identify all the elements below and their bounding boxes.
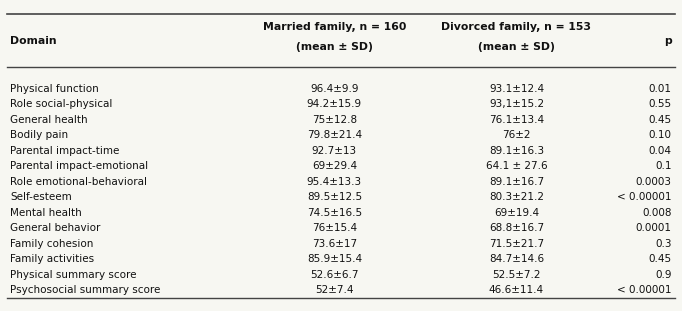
Text: 0.10: 0.10	[649, 130, 672, 140]
Text: 64.1 ± 27.6: 64.1 ± 27.6	[486, 161, 547, 171]
Text: Role social-physical: Role social-physical	[10, 99, 113, 109]
Text: Physical summary score: Physical summary score	[10, 270, 136, 280]
Text: 76±15.4: 76±15.4	[312, 223, 357, 233]
Text: 96.4±9.9: 96.4±9.9	[310, 84, 359, 94]
Text: Parental impact-emotional: Parental impact-emotional	[10, 161, 148, 171]
Text: Domain: Domain	[10, 35, 57, 46]
Text: 94.2±15.9: 94.2±15.9	[307, 99, 362, 109]
Text: 89.1±16.7: 89.1±16.7	[489, 177, 544, 187]
Text: 89.1±16.3: 89.1±16.3	[489, 146, 544, 156]
Text: Divorced family, n = 153: Divorced family, n = 153	[441, 22, 591, 32]
Text: 0.008: 0.008	[642, 208, 672, 218]
Text: Married family, n = 160: Married family, n = 160	[263, 22, 406, 32]
Text: 69±19.4: 69±19.4	[494, 208, 539, 218]
Text: 69±29.4: 69±29.4	[312, 161, 357, 171]
Text: 79.8±21.4: 79.8±21.4	[307, 130, 362, 140]
Text: Role emotional-behavioral: Role emotional-behavioral	[10, 177, 147, 187]
Text: 84.7±14.6: 84.7±14.6	[489, 254, 544, 264]
Text: 73.6±17: 73.6±17	[312, 239, 357, 249]
Text: < 0.00001: < 0.00001	[617, 192, 672, 202]
Text: 68.8±16.7: 68.8±16.7	[489, 223, 544, 233]
Text: 80.3±21.2: 80.3±21.2	[489, 192, 544, 202]
Text: Family activities: Family activities	[10, 254, 94, 264]
Text: (mean ± SD): (mean ± SD)	[296, 42, 373, 52]
Text: p: p	[664, 35, 672, 46]
Text: 74.5±16.5: 74.5±16.5	[307, 208, 362, 218]
Text: 52.6±6.7: 52.6±6.7	[310, 270, 359, 280]
Text: 76.1±13.4: 76.1±13.4	[489, 115, 544, 125]
Text: 52±7.4: 52±7.4	[315, 285, 353, 295]
Text: 89.5±12.5: 89.5±12.5	[307, 192, 362, 202]
Text: 85.9±15.4: 85.9±15.4	[307, 254, 362, 264]
Text: 76±2: 76±2	[502, 130, 531, 140]
Text: 95.4±13.3: 95.4±13.3	[307, 177, 362, 187]
Text: 75±12.8: 75±12.8	[312, 115, 357, 125]
Text: 0.0003: 0.0003	[636, 177, 672, 187]
Text: 0.1: 0.1	[655, 161, 672, 171]
Text: 93.1±12.4: 93.1±12.4	[489, 84, 544, 94]
Text: General health: General health	[10, 115, 88, 125]
Text: 0.55: 0.55	[649, 99, 672, 109]
Text: Psychosocial summary score: Psychosocial summary score	[10, 285, 160, 295]
Text: 93,1±15.2: 93,1±15.2	[489, 99, 544, 109]
Text: Mental health: Mental health	[10, 208, 82, 218]
Text: Parental impact-time: Parental impact-time	[10, 146, 119, 156]
Text: Family cohesion: Family cohesion	[10, 239, 93, 249]
Text: General behavior: General behavior	[10, 223, 100, 233]
Text: 0.3: 0.3	[655, 239, 672, 249]
Text: Bodily pain: Bodily pain	[10, 130, 68, 140]
Text: Self-esteem: Self-esteem	[10, 192, 72, 202]
Text: Physical function: Physical function	[10, 84, 99, 94]
Text: 92.7±13: 92.7±13	[312, 146, 357, 156]
Text: < 0.00001: < 0.00001	[617, 285, 672, 295]
Text: 52.5±7.2: 52.5±7.2	[492, 270, 541, 280]
Text: 0.01: 0.01	[649, 84, 672, 94]
Text: (mean ± SD): (mean ± SD)	[478, 42, 555, 52]
Text: 0.45: 0.45	[649, 115, 672, 125]
Text: 46.6±11.4: 46.6±11.4	[489, 285, 544, 295]
Text: 71.5±21.7: 71.5±21.7	[489, 239, 544, 249]
Text: 0.45: 0.45	[649, 254, 672, 264]
Text: 0.04: 0.04	[649, 146, 672, 156]
Text: 0.9: 0.9	[655, 270, 672, 280]
Text: 0.0001: 0.0001	[636, 223, 672, 233]
